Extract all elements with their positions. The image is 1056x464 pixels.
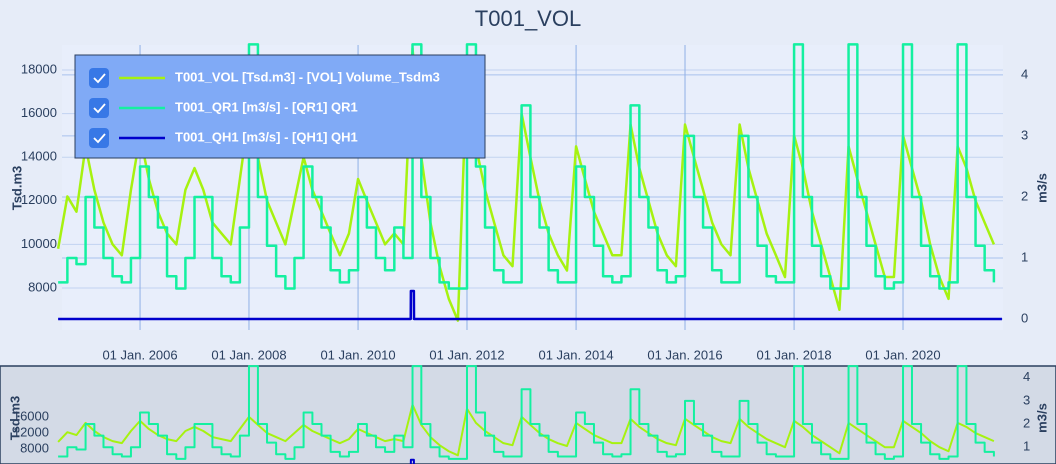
legend-checkbox[interactable] [89, 128, 109, 148]
y-tick-label: 10000 [21, 236, 57, 251]
chart-title: T001_VOL [475, 6, 581, 31]
y2-axis-title: m3/s [1034, 173, 1049, 203]
y2-tick-label: 4 [1021, 66, 1028, 81]
x-tick-label: 01 Jan. 2010 [320, 347, 395, 362]
y2-tick-label: 0 [1021, 310, 1028, 325]
legend: T001_VOL [Tsd.m3] - [VOL] Volume_Tsdm3 T0… [74, 54, 486, 159]
slider-y2-tick-label: 3 [1023, 392, 1030, 407]
y-tick-label: 14000 [21, 149, 57, 164]
slider-y2-axis-title: m3/s [1034, 403, 1049, 433]
series-line [58, 289, 1002, 321]
y-tick-label: 12000 [21, 192, 57, 207]
y2-tick-label: 3 [1021, 127, 1028, 142]
series-lines [56, 43, 1002, 322]
slider-y2-tick-label: 1 [1023, 439, 1030, 454]
x-tick-label: 01 Jan. 2014 [538, 347, 613, 362]
y-axis-title: Tsd.m3 [9, 166, 24, 211]
slider-series-line [58, 365, 995, 460]
y-tick-label: 8000 [28, 279, 57, 294]
legend-check [93, 73, 106, 84]
slider-y2-tick-label: 4 [1023, 369, 1030, 384]
slider-y2-tick-label: 2 [1023, 415, 1030, 430]
slider-y-axis-title: Tsd.m3 [7, 396, 22, 441]
legend-check [93, 103, 106, 114]
legend-checkbox[interactable] [89, 98, 109, 118]
y2-tick-label: 1 [1021, 249, 1028, 264]
slider-y-tick-label: 16000 [13, 408, 49, 423]
slider-series-line [409, 458, 415, 464]
series-line [58, 43, 996, 290]
x-tick-label: 01 Jan. 2016 [647, 347, 722, 362]
slider-series-line [57, 403, 995, 457]
y-tick-label: 18000 [21, 61, 57, 76]
legend-check [93, 133, 106, 144]
slider-y-tick-label: 8000 [20, 441, 49, 456]
legend-checkbox[interactable] [89, 68, 109, 88]
slider-lines [57, 365, 995, 464]
y2-tick-label: 2 [1021, 188, 1028, 203]
series-line [56, 47, 996, 322]
y-tick-label: 16000 [21, 105, 57, 120]
legend-label[interactable]: T001_VOL [Tsd.m3] - [VOL] Volume_Tsdm3 [175, 69, 440, 84]
x-tick-label: 01 Jan. 2020 [865, 347, 940, 362]
legend-label[interactable]: T001_QR1 [m3/s] - [QR1] QR1 [175, 99, 358, 114]
x-tick-label: 01 Jan. 2012 [429, 347, 504, 362]
range-slider[interactable] [0, 365, 1056, 464]
legend-label[interactable]: T001_QH1 [m3/s] - [QH1] QH1 [175, 129, 358, 144]
legend-box [74, 54, 486, 159]
x-tick-label: 01 Jan. 2008 [211, 347, 286, 362]
x-tick-label: 01 Jan. 2006 [102, 347, 177, 362]
x-tick-label: 01 Jan. 2018 [756, 347, 831, 362]
slider-y-tick-label: 12000 [13, 424, 49, 439]
